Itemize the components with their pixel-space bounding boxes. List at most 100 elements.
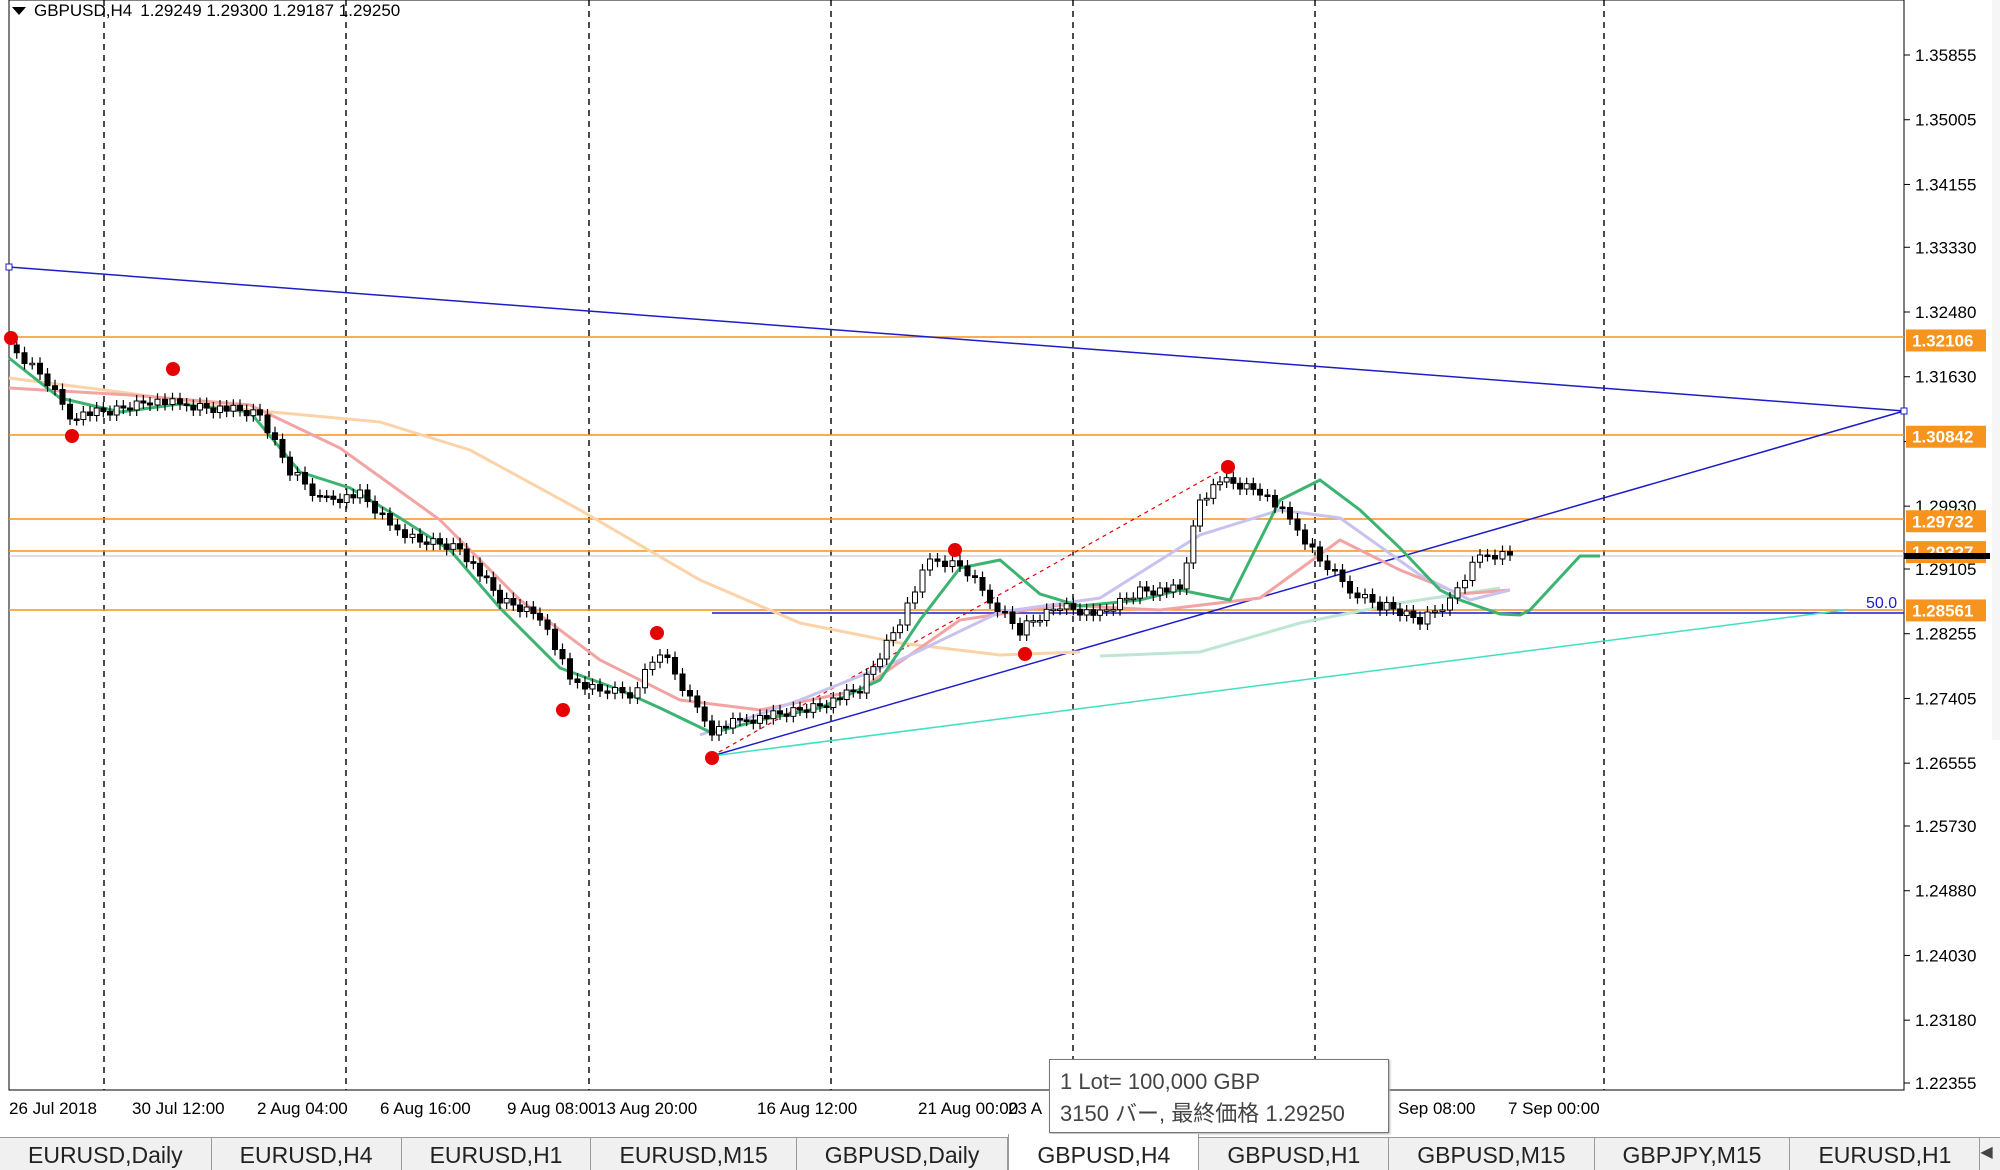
horizontal-levels[interactable] xyxy=(9,336,1904,611)
tab-gbpjpy-m15[interactable]: GBPJPY,M15 xyxy=(1595,1138,1791,1170)
candle-body xyxy=(1390,602,1397,610)
candle-body xyxy=(100,407,107,412)
candle-body xyxy=(357,489,363,499)
candle-body xyxy=(372,501,378,514)
tab-eurusd-daily[interactable]: EURUSD,Daily xyxy=(0,1138,212,1170)
candle-body xyxy=(964,565,971,577)
candle-body xyxy=(919,569,926,593)
candle-body xyxy=(942,560,948,567)
candle-body xyxy=(957,560,963,567)
candle-body xyxy=(1237,482,1243,490)
candle-body xyxy=(477,562,483,577)
candle-body xyxy=(883,639,890,660)
candle-body xyxy=(264,414,271,434)
price-tick-label: 1.23180 xyxy=(1915,1011,1976,1030)
candle-body xyxy=(1347,581,1353,594)
tab-eurusd-h4[interactable]: EURUSD,H4 xyxy=(212,1138,402,1170)
tab-gbpusd-h4[interactable]: GBPUSD,H4 xyxy=(1008,1134,1200,1170)
tab-eurusd-h1-2[interactable]: EURUSD,H1 xyxy=(1790,1138,1981,1170)
candle-body xyxy=(1477,554,1483,563)
price-tick-label: 1.34155 xyxy=(1915,175,1976,194)
candle-body xyxy=(394,524,401,531)
candle-body xyxy=(210,407,217,413)
candle-body xyxy=(402,529,408,538)
tab-prev-icon[interactable]: ◀ xyxy=(1980,1144,1993,1161)
candle-body xyxy=(52,385,58,390)
time-axis-label: 23 A xyxy=(1008,1099,1043,1118)
trendline-anchor-left[interactable] xyxy=(5,263,13,271)
candle-body xyxy=(1309,543,1316,548)
candle-body xyxy=(1130,597,1137,601)
candle-body xyxy=(574,678,581,683)
upper-descending-trendline[interactable] xyxy=(8,266,1905,412)
candle-body xyxy=(657,654,663,663)
candle-body xyxy=(379,512,386,515)
candle-body xyxy=(67,403,73,420)
candle-body xyxy=(437,538,443,545)
candle-body xyxy=(1043,608,1050,621)
candle-body xyxy=(694,695,701,708)
candlesticks[interactable] xyxy=(13,339,1513,741)
candle-body xyxy=(1397,608,1403,616)
chart-menu-icon[interactable] xyxy=(12,7,26,15)
candle-body xyxy=(987,589,993,604)
candle-body xyxy=(1057,608,1063,611)
price-tick-label: 1.27405 xyxy=(1915,689,1976,708)
candle-body xyxy=(837,697,843,700)
candle-body xyxy=(1163,587,1170,593)
swing-marker-1 xyxy=(4,331,18,345)
swing-marker-4 xyxy=(556,703,570,717)
candle-body xyxy=(302,472,308,485)
time-axis-label: 21 Aug 00:00 xyxy=(918,1099,1018,1118)
ascending-trendline[interactable] xyxy=(711,410,1905,757)
candle-body xyxy=(503,598,510,604)
candle-body xyxy=(604,690,611,694)
candle-body xyxy=(1447,597,1453,611)
tab-gbpusd-daily[interactable]: GBPUSD,Daily xyxy=(797,1138,1009,1170)
price-axis: 1.35855 1.35005 1.34155 1.33330 1.32480 1.316… xyxy=(1904,46,1976,1093)
candle-body xyxy=(107,411,113,416)
candle-body xyxy=(530,606,537,614)
time-axis-label: 9 Aug 08:00 xyxy=(507,1099,598,1118)
candle-body xyxy=(1339,569,1346,582)
candle-body xyxy=(1272,495,1278,508)
price-tick-label: 1.22355 xyxy=(1915,1074,1976,1093)
time-axis-label: 6 Aug 16:00 xyxy=(380,1099,471,1118)
candle-body xyxy=(1492,555,1498,560)
tab-eurusd-h1[interactable]: EURUSD,H1 xyxy=(402,1138,592,1170)
time-axis-label: 16 Aug 12:00 xyxy=(757,1099,857,1118)
tab-gbpusd-h1[interactable]: GBPUSD,H1 xyxy=(1199,1138,1390,1170)
candle-body xyxy=(994,602,1001,612)
candle-body xyxy=(217,405,223,413)
candle-body xyxy=(1317,546,1323,562)
candle-body xyxy=(490,577,497,591)
chart-shift-marker xyxy=(1992,0,2000,740)
candle-body xyxy=(430,538,437,545)
candle-body xyxy=(1223,477,1230,483)
tab-eurusd-m15[interactable]: EURUSD,M15 xyxy=(591,1138,797,1170)
candle-body xyxy=(701,706,708,722)
candle-body xyxy=(763,715,770,720)
candle-body xyxy=(1190,525,1197,564)
candle-body xyxy=(162,398,168,405)
candle-body xyxy=(1150,590,1157,596)
candle-body xyxy=(1279,506,1286,509)
candle-body xyxy=(1499,551,1506,560)
candle-body xyxy=(612,687,618,694)
lower-support-trendline[interactable] xyxy=(711,609,1846,757)
candle-body xyxy=(154,398,161,406)
candle-body xyxy=(1243,483,1250,490)
candle-body xyxy=(897,624,903,634)
candle-body xyxy=(904,602,911,626)
price-level-tag xyxy=(1906,510,1986,533)
candle-body xyxy=(830,697,837,708)
price-tick-label: 1.35005 xyxy=(1915,111,1976,130)
candle-body xyxy=(417,533,423,543)
candle-body xyxy=(750,719,757,724)
tab-gbpusd-m15[interactable]: GBPUSD,M15 xyxy=(1389,1138,1595,1170)
candle-body xyxy=(1097,609,1103,616)
candle-body xyxy=(523,606,530,612)
candle-body xyxy=(972,575,978,578)
trendline-anchor-right[interactable] xyxy=(1900,407,1908,415)
